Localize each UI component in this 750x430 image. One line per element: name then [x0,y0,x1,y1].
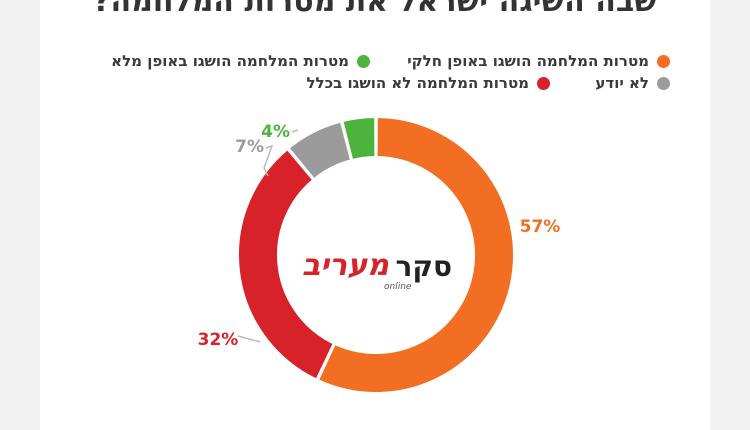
data-label-partial: 57% [520,217,561,237]
maariv-logo: סקר מעריב online [298,248,468,298]
data-label-full: 4% [261,122,290,142]
legend-dot-none [537,76,550,90]
legend-label-partial: מטרות המלחמה הושגו באופן חלקי [407,52,649,70]
donut-slice-none [237,147,336,381]
legend-item-none: מטרות המלחמה לא הושגו בכלל [306,74,550,92]
legend-label-none: מטרות המלחמה לא הושגו בכלל [306,74,529,92]
logo-survey-text: סקר [395,250,452,283]
leader-line-dontknow [263,144,274,177]
legend-label-dontknow: לא יודע [595,74,649,92]
data-label-dontknow: 7% [235,137,264,157]
data-label-none: 32% [198,330,239,350]
legend-dot-dontknow [657,76,670,90]
donut-slice-full [341,115,377,162]
poll-card: שבה השיגה ישראל את מטרות המלחמה? מטרות ה… [40,0,710,430]
chart-legend: מטרות המלחמה הושגו באופן חלקי מטרות המלח… [40,44,710,104]
leader-line-full [291,129,299,133]
logo-brand-text: מעריב [302,248,389,283]
legend-item-dontknow: לא יודע [595,74,670,92]
legend-dot-full [357,54,370,68]
donut-slice-dontknow [287,120,353,181]
donut-slice-partial [316,115,515,394]
legend-item-full: מטרות המלחמה הושגו באופן מלא [111,52,370,70]
leader-line-none [237,335,261,343]
legend-item-partial: מטרות המלחמה הושגו באופן חלקי [407,52,670,70]
donut-chart: 57% 32% 7% 4% [40,0,710,430]
legend-dot-partial [657,54,670,68]
legend-label-full: מטרות המלחמה הושגו באופן מלא [111,52,349,70]
logo-online-text: online [384,282,412,292]
donut-svg: 57% 32% 7%4% [198,115,561,394]
chart-title: שבה השיגה ישראל את מטרות המלחמה? [93,0,657,19]
